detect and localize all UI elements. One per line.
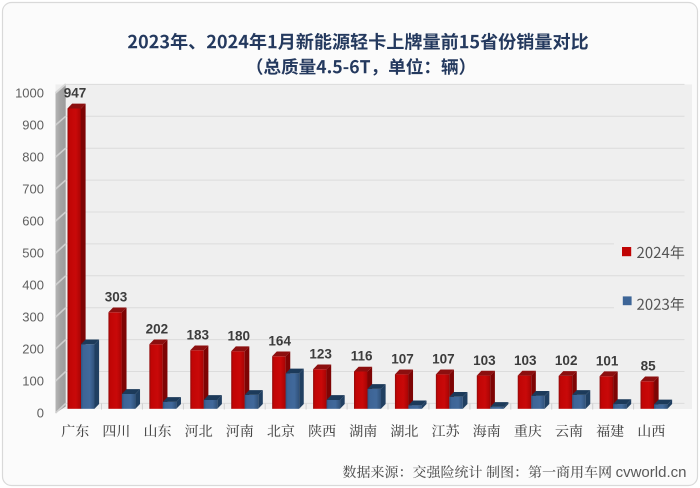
- svg-text:164: 164: [268, 334, 291, 349]
- svg-text:cvworld.cn: cvworld.cn: [616, 464, 687, 481]
- svg-text:116: 116: [351, 349, 373, 364]
- svg-text:1000: 1000: [15, 86, 44, 101]
- svg-text:700: 700: [22, 182, 44, 197]
- svg-text:103: 103: [473, 353, 496, 368]
- svg-text:183: 183: [187, 328, 210, 343]
- svg-text:85: 85: [641, 359, 657, 374]
- svg-text:947: 947: [64, 86, 87, 101]
- svg-text:900: 900: [22, 118, 44, 133]
- svg-text:102: 102: [555, 353, 578, 368]
- svg-text:300: 300: [22, 310, 44, 325]
- svg-text:100: 100: [22, 374, 44, 389]
- svg-text:600: 600: [22, 214, 44, 229]
- svg-text:400: 400: [22, 278, 44, 293]
- svg-text:101: 101: [596, 353, 619, 368]
- svg-text:107: 107: [391, 352, 414, 367]
- svg-text:123: 123: [309, 347, 332, 362]
- svg-text:0: 0: [37, 406, 44, 421]
- svg-text:107: 107: [432, 352, 455, 367]
- svg-text:800: 800: [22, 150, 44, 165]
- svg-text:202: 202: [146, 322, 169, 337]
- svg-text:180: 180: [228, 328, 251, 343]
- svg-text:303: 303: [105, 290, 128, 305]
- svg-text:500: 500: [22, 246, 44, 261]
- svg-text:103: 103: [514, 353, 537, 368]
- svg-text:200: 200: [22, 342, 44, 357]
